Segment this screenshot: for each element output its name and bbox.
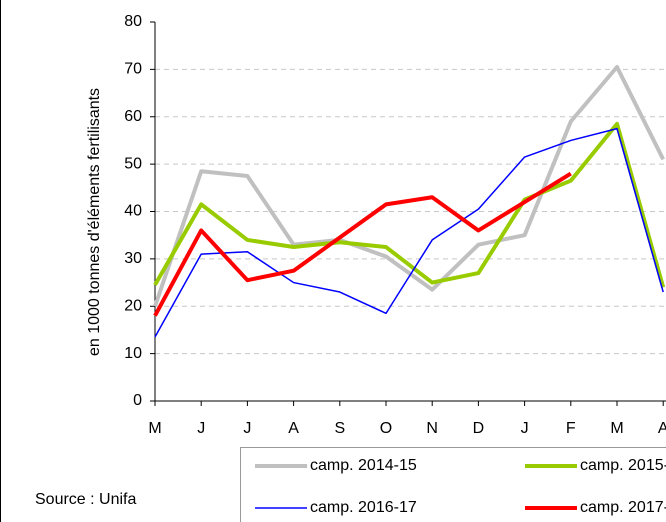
y-tick-label: 80 (124, 13, 142, 30)
series-line (153, 65, 665, 307)
legend-label: camp. 2017-18 (580, 499, 666, 516)
legend-label: camp. 2015-16 (580, 457, 666, 474)
x-tick-label: N (426, 420, 438, 437)
series-line (153, 171, 572, 317)
x-tick-label: F (566, 420, 576, 437)
x-tick-label: D (473, 420, 485, 437)
x-tick-label: A (658, 420, 666, 437)
series-line (153, 121, 666, 288)
x-tick-label: A (288, 420, 299, 437)
x-tick-label: S (334, 420, 345, 437)
y-tick-label: 60 (124, 108, 142, 125)
y-tick-label: 30 (124, 250, 142, 267)
y-tick-label: 10 (124, 345, 142, 362)
legend-box (240, 447, 666, 522)
legend-label: camp. 2014-15 (310, 457, 417, 474)
x-tick-label: J (197, 420, 205, 437)
x-tick-label: J (521, 420, 529, 437)
legend-label: camp. 2016-17 (310, 499, 417, 516)
y-axis-label: en 1000 tonnes d'éléments fertilisants (86, 88, 103, 356)
y-tick-label: 70 (124, 61, 142, 78)
series-line (154, 127, 664, 338)
x-tick-label: M (148, 420, 161, 437)
x-tick-label: M (610, 420, 623, 437)
y-tick-label: 0 (133, 392, 142, 409)
y-tick-label: 50 (124, 155, 142, 172)
y-tick-label: 40 (124, 203, 142, 220)
x-tick-label: O (380, 420, 392, 437)
y-tick-label: 20 (124, 297, 142, 314)
source: Source : Unifa (35, 491, 136, 508)
x-tick-label: J (243, 420, 251, 437)
